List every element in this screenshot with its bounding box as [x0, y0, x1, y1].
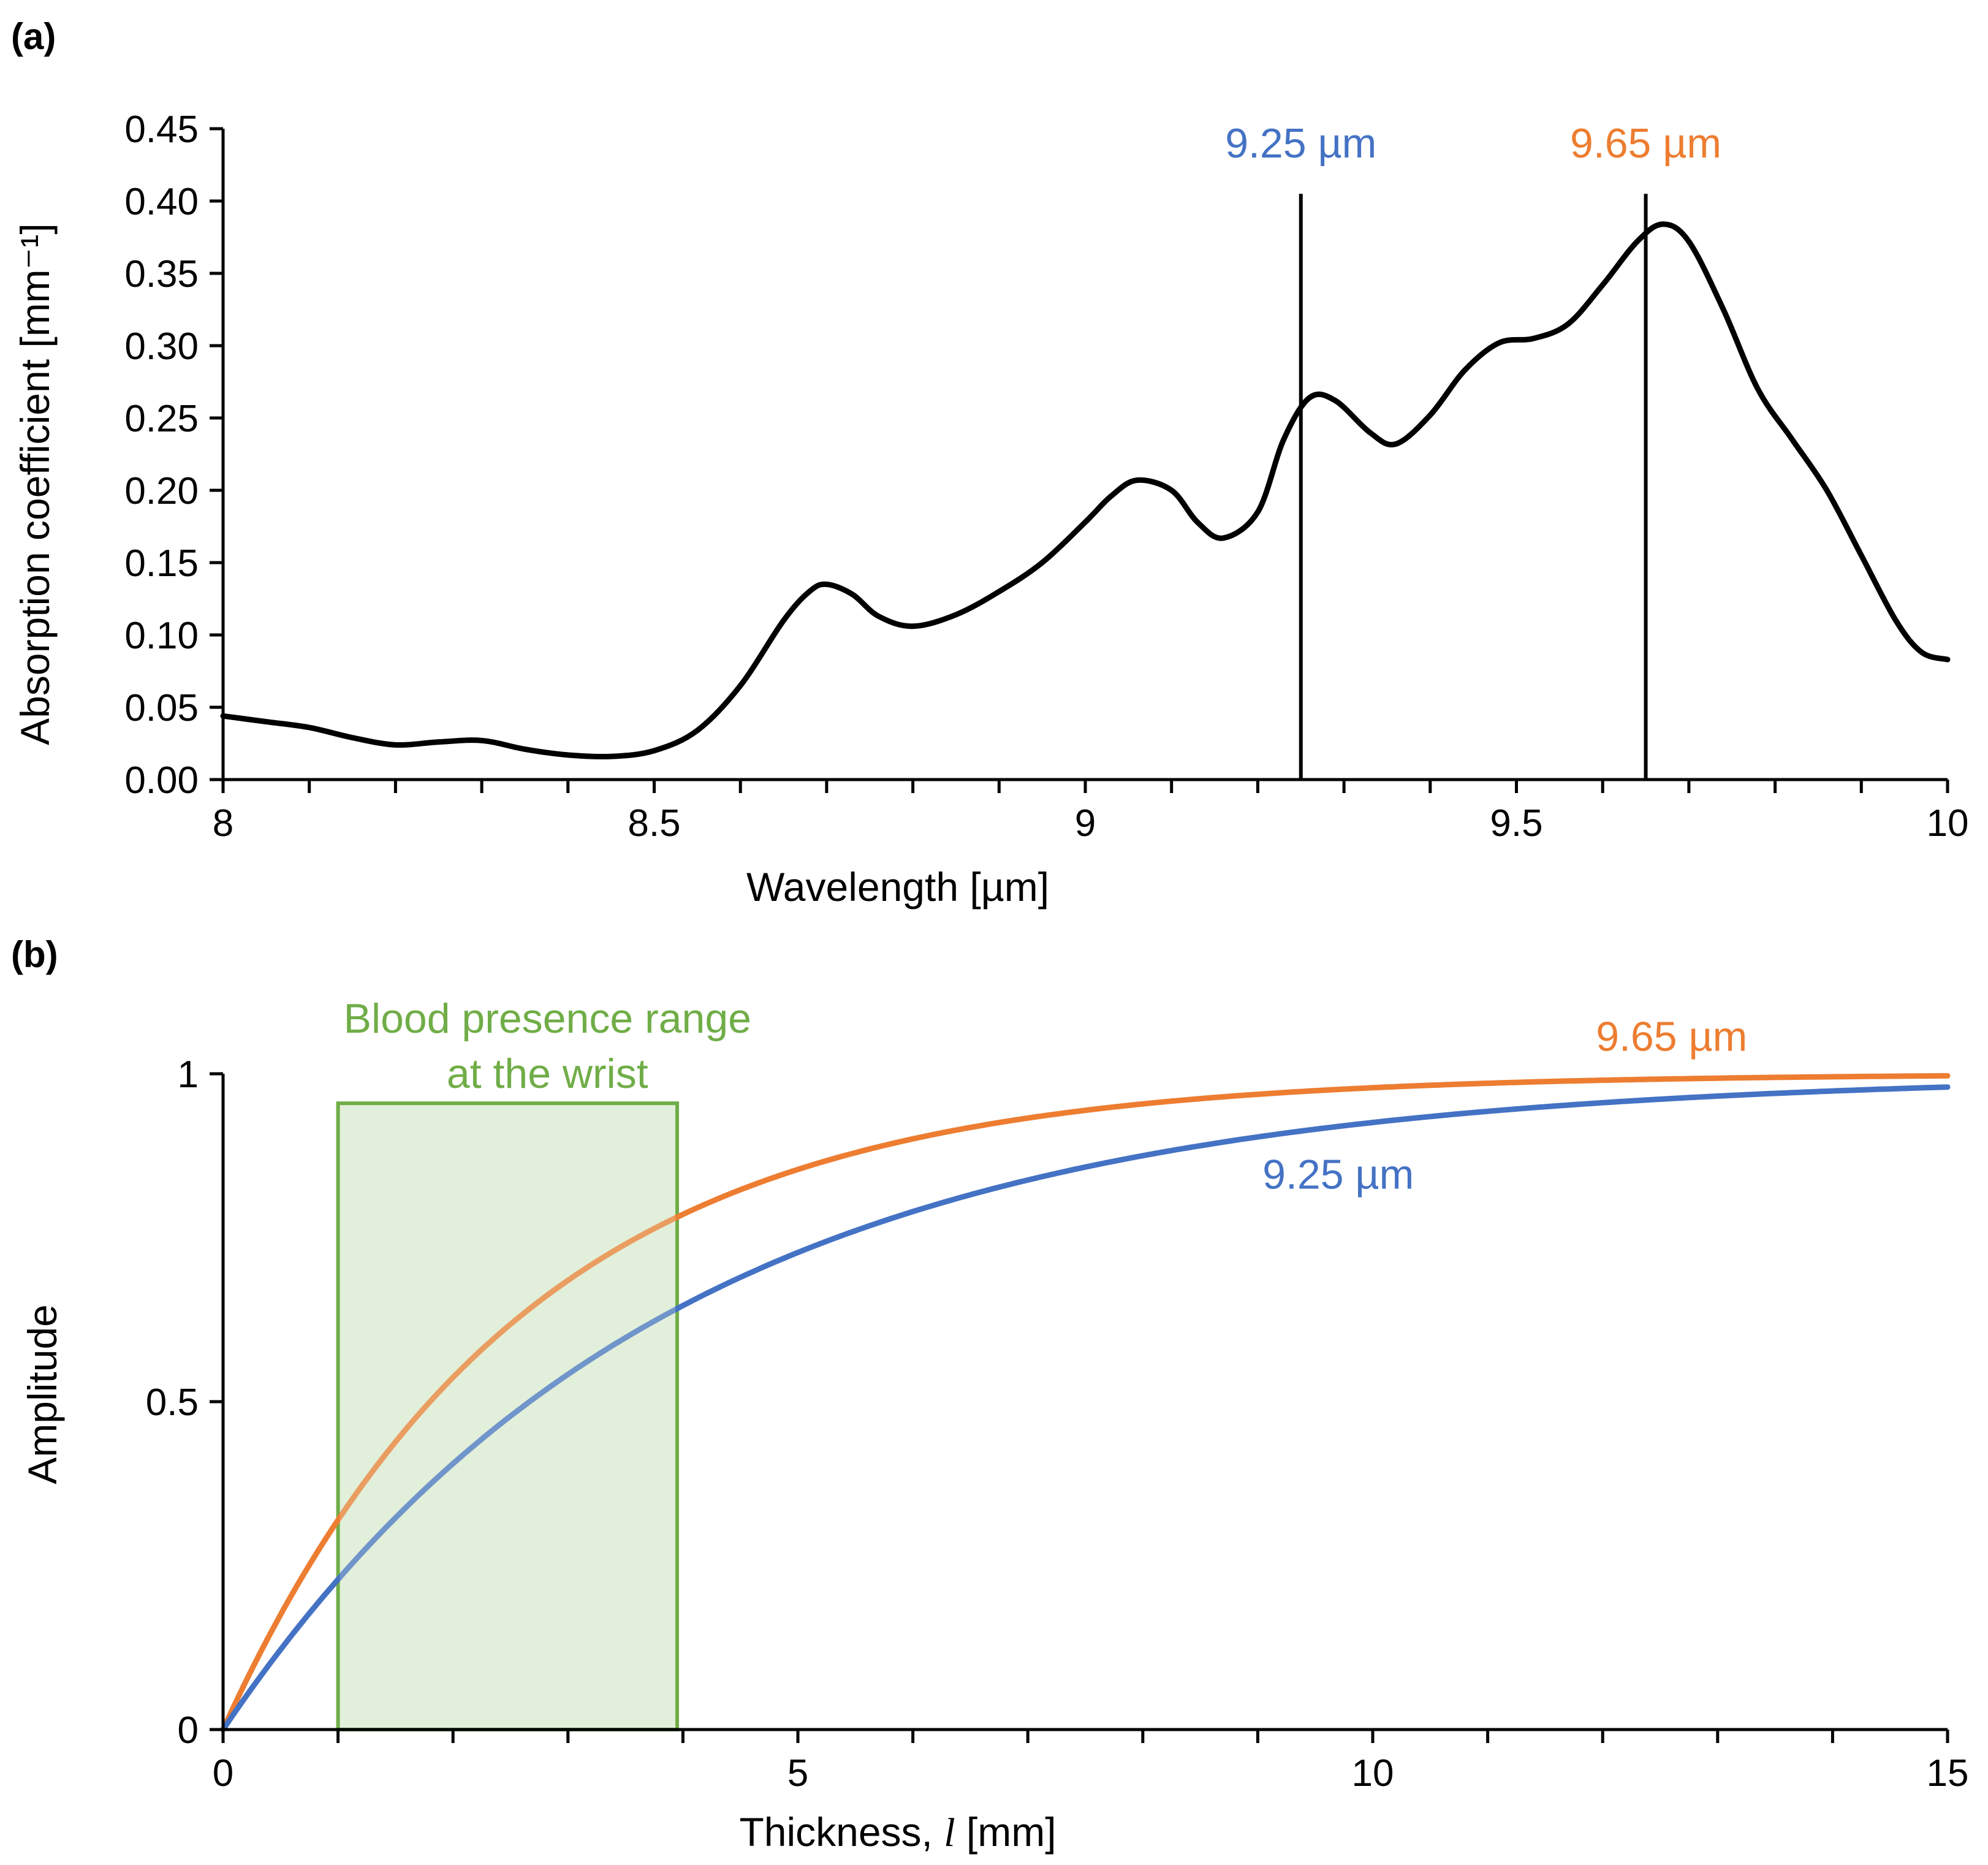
- x-tick-label: 5: [787, 1752, 808, 1795]
- x-tick-label: 8.5: [628, 802, 680, 845]
- x-axis-title: Wavelength [µm]: [746, 864, 1049, 910]
- region-overlay: [340, 1105, 676, 1728]
- region-label-line2: at the wrist: [447, 1050, 648, 1097]
- x-tick-label: 0: [213, 1752, 233, 1795]
- x-axis-title-variable: l: [944, 1810, 955, 1855]
- y-tick-label: 0.25: [124, 398, 199, 440]
- x-tick-labels: 8 8.5 9 9.5 10: [213, 802, 1969, 845]
- x-tick-labels: 0 5 10 15: [213, 1752, 1969, 1795]
- y-tick-label: 0.20: [124, 470, 199, 512]
- x-tick-label: 9: [1075, 802, 1096, 845]
- marker-label-9-65: 9.65 µm: [1570, 120, 1721, 167]
- marker-label-9-25: 9.25 µm: [1225, 120, 1376, 167]
- y-tick-label: 0.35: [124, 253, 199, 295]
- y-tick-label: 0: [178, 1709, 199, 1752]
- y-axis-title: Absorption coefficient [mm⁻¹]: [12, 223, 58, 745]
- panel-a-label: (a): [11, 16, 56, 57]
- x-axis-title-suffix: [mm]: [955, 1809, 1057, 1855]
- y-tick-label: 0.5: [146, 1381, 199, 1424]
- region-label-line1: Blood presence range: [344, 995, 751, 1042]
- y-tick-label: 0.00: [124, 759, 199, 802]
- y-tick-label: 0.30: [124, 325, 199, 368]
- y-tick-label: 0.40: [124, 181, 199, 223]
- y-axis-title: Amplitude: [20, 1304, 65, 1484]
- x-tick-label: 10: [1352, 1752, 1394, 1795]
- x-axis-title: Thickness, l [mm]: [739, 1809, 1056, 1855]
- y-tick-label: 0.05: [124, 687, 199, 729]
- x-tick-label: 9.5: [1490, 802, 1542, 845]
- tick-group: [210, 127, 1949, 793]
- y-tick-label: 0.45: [124, 108, 199, 151]
- absorption-curve: [220, 221, 1951, 760]
- panel-a: (a) 9.25 µm 9.65 µm 0.00 0.05 0.10 0.15 …: [11, 16, 1968, 910]
- x-tick-label: 15: [1927, 1752, 1969, 1795]
- y-tick-label: 0.10: [124, 615, 199, 657]
- x-tick-label: 10: [1927, 802, 1969, 845]
- panel-b: (b) Blood presence range at the wrist 9.…: [11, 934, 1968, 1855]
- tick-group: [210, 1072, 1949, 1743]
- y-tick-label: 1: [178, 1054, 199, 1096]
- series-label-9-25: 9.25 µm: [1262, 1151, 1414, 1198]
- y-tick-labels: 0.00 0.05 0.10 0.15 0.20 0.25 0.30 0.35 …: [124, 108, 199, 802]
- amplitude-curve-9-65: [220, 1073, 1951, 1733]
- panel-b-label: (b): [11, 934, 58, 975]
- y-tick-label: 0.15: [124, 542, 199, 585]
- marker-group: 9.25 µm 9.65 µm: [1225, 120, 1721, 780]
- x-axis-title-prefix: Thickness,: [739, 1809, 944, 1855]
- y-tick-labels: 0 0.5 1: [146, 1054, 199, 1752]
- series-label-9-65: 9.65 µm: [1596, 1014, 1747, 1060]
- x-tick-label: 8: [213, 802, 233, 845]
- amplitude-curve-9-25: [220, 1084, 1951, 1733]
